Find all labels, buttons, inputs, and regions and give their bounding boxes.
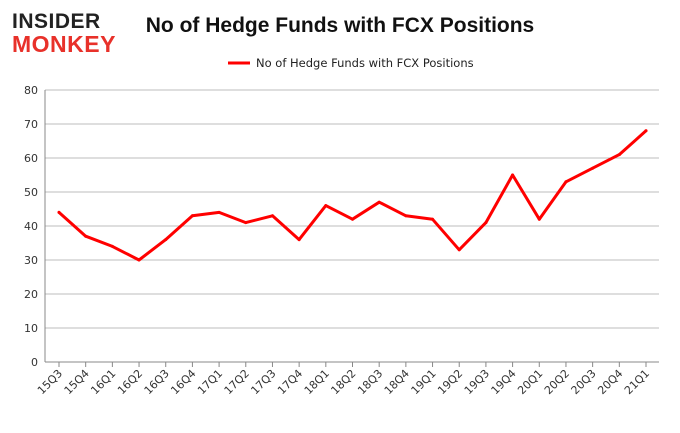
y-tick-label: 10 <box>24 322 38 335</box>
data-point <box>190 214 194 218</box>
data-point <box>164 238 168 242</box>
x-tick-label: 19Q1 <box>409 367 439 397</box>
data-point <box>244 221 248 225</box>
x-tick-label: 20Q4 <box>595 367 625 397</box>
x-tick-label: 20Q1 <box>515 367 545 397</box>
x-tick-label: 18Q4 <box>382 367 412 397</box>
x-tick-label: 21Q1 <box>622 367 652 397</box>
y-tick-label: 20 <box>24 288 38 301</box>
data-point <box>270 214 274 218</box>
legend-label: No of Hedge Funds with FCX Positions <box>256 56 474 70</box>
x-tick-label: 15Q3 <box>35 367 65 397</box>
x-tick-label: 18Q1 <box>302 367 332 397</box>
series-line-0 <box>57 129 648 262</box>
data-point <box>217 210 221 214</box>
legend: No of Hedge Funds with FCX Positions <box>228 56 474 70</box>
data-point <box>617 153 621 157</box>
axis-layer: 0 10 20 30 40 50 60 70 80 15Q315Q416Q116Q216Q316Q… <box>24 84 659 397</box>
x-tick-label: 16Q4 <box>168 367 198 397</box>
y-tick-label: 60 <box>24 152 38 165</box>
y-tick-label: 70 <box>24 118 38 131</box>
x-tick-label: 19Q4 <box>489 367 519 397</box>
grid-layer <box>45 89 659 363</box>
x-tick-label: 19Q2 <box>435 367 465 397</box>
x-tick-label: 20Q3 <box>569 367 599 397</box>
data-point <box>591 166 595 170</box>
data-point <box>644 129 648 133</box>
data-point <box>511 173 515 177</box>
data-point <box>377 200 381 204</box>
data-point <box>84 234 88 238</box>
series-layer <box>57 129 648 262</box>
data-point <box>457 248 461 252</box>
y-tick-label: 80 <box>24 84 38 97</box>
x-tick-label: 16Q1 <box>88 367 118 397</box>
y-tick-label: 40 <box>24 220 38 233</box>
data-point <box>537 217 541 221</box>
data-point <box>324 204 328 208</box>
insider-monkey-logo: INSIDER MONKEY <box>12 10 116 56</box>
data-point <box>431 217 435 221</box>
data-point <box>297 238 301 242</box>
x-tick-label: 16Q2 <box>115 367 145 397</box>
chart-title: No of Hedge Funds with FCX Positions <box>145 14 535 37</box>
y-tick-label: 50 <box>24 186 38 199</box>
data-point <box>57 210 61 214</box>
data-point <box>351 217 354 221</box>
x-tick-label: 17Q4 <box>275 367 305 397</box>
logo-line1: INSIDER <box>12 10 101 33</box>
x-tick-label: 20Q2 <box>542 367 572 397</box>
x-tick-label: 17Q2 <box>222 367 252 397</box>
x-tick-label: 17Q3 <box>248 367 278 397</box>
x-tick-label: 15Q4 <box>62 367 92 397</box>
data-point <box>564 180 568 184</box>
x-tick-label: 19Q3 <box>462 367 492 397</box>
x-tick-label: 17Q1 <box>195 367 225 397</box>
data-point <box>110 244 114 248</box>
y-tick-label: 0 <box>31 356 38 369</box>
x-tick-label: 16Q3 <box>142 367 172 397</box>
y-tick-label: 30 <box>24 254 38 267</box>
logo-line2: MONKEY <box>12 31 116 56</box>
data-point <box>404 214 408 218</box>
data-point <box>484 221 488 225</box>
x-tick-label: 18Q3 <box>355 367 385 397</box>
data-point <box>137 258 141 262</box>
x-tick-label: 18Q2 <box>328 367 358 397</box>
